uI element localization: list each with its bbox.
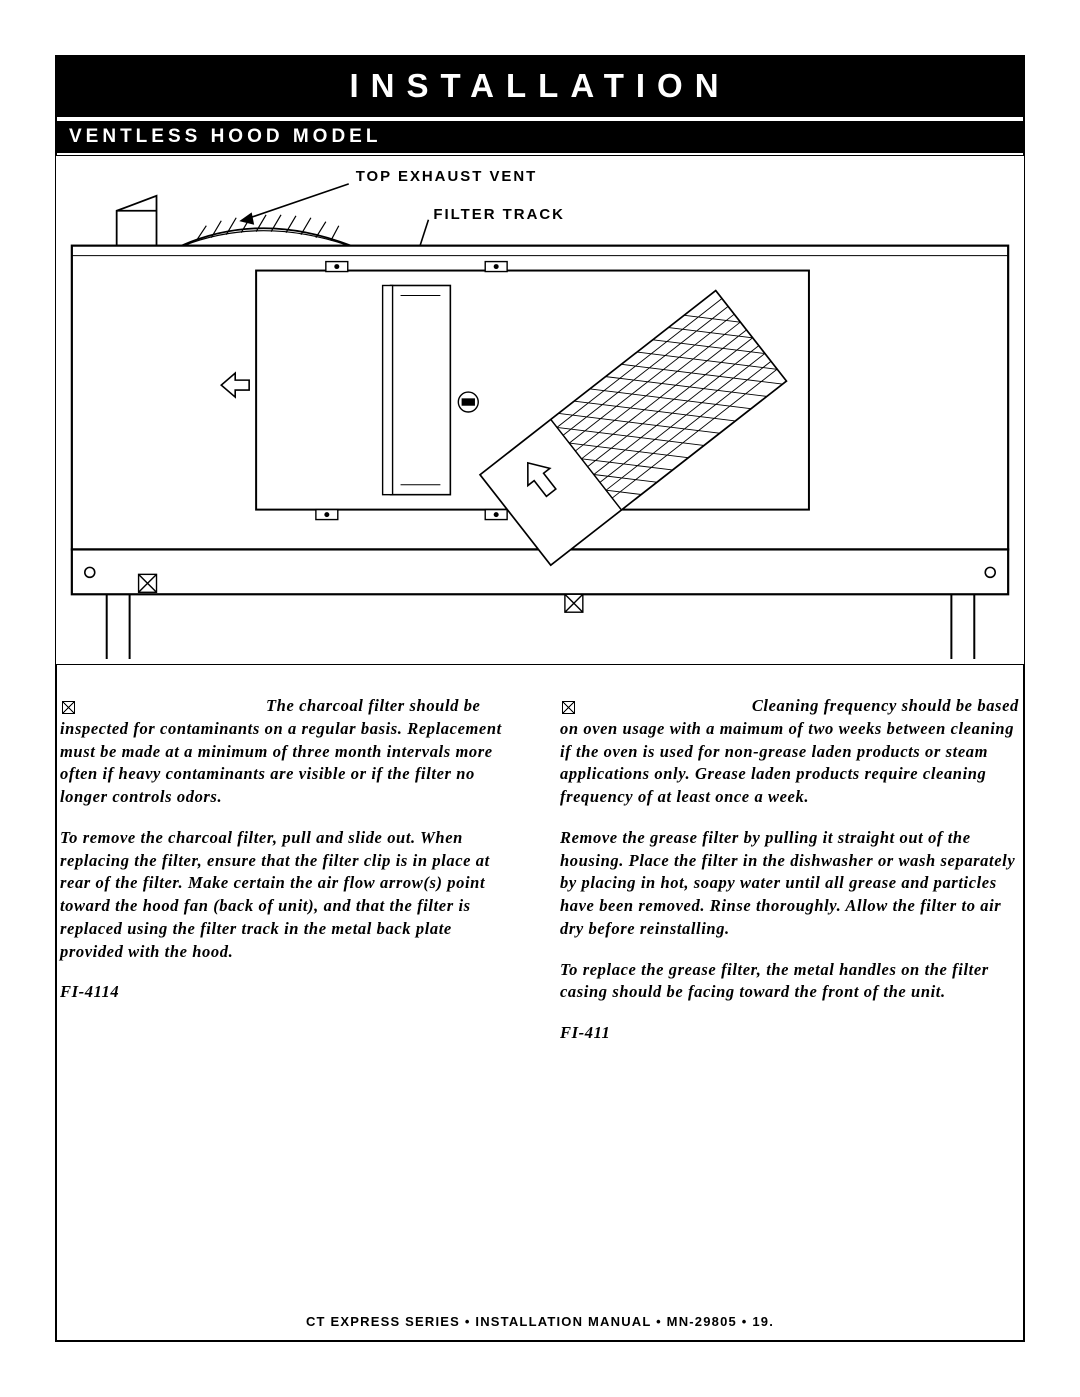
hood-diagram: TOP EXHAUST VENT FILTER TRACK FILTER SWI… [55, 155, 1025, 665]
glyph-box-icon [562, 701, 575, 714]
right-column: Cleaning frequency should be based on ov… [560, 695, 1020, 1063]
left-p2: To remove the charcoal filter, pull and … [60, 827, 520, 964]
section-subheader: VENTLESS HOOD MODEL [55, 121, 1025, 153]
left-column: The charcoal filter should be inspected … [60, 695, 520, 1063]
right-ref: FI-411 [560, 1022, 1020, 1045]
section-header: INSTALLATION [55, 55, 1025, 117]
glyph-box-icon [62, 701, 75, 714]
page-footer: CT EXPRESS SERIES • INSTALLATION MANUAL … [0, 1314, 1080, 1329]
body-columns: The charcoal filter should be inspected … [55, 695, 1025, 1063]
label-top-exhaust-vent: TOP EXHAUST VENT [356, 168, 538, 185]
left-p1-lead: The charcoal filter should be [266, 696, 480, 715]
right-p1: Cleaning frequency should be based on ov… [560, 695, 1020, 809]
right-p1-lead: Cleaning frequency should be [752, 696, 973, 715]
left-p1: The charcoal filter should be inspected … [60, 695, 520, 809]
right-p3: To replace the grease filter, the metal … [560, 959, 1020, 1005]
diagram-svg: TOP EXHAUST VENT FILTER TRACK FILTER SWI… [56, 156, 1024, 664]
right-p2: Remove the grease filter by pulling it s… [560, 827, 1020, 941]
left-p1-rest: inspected for contaminants on a regular … [60, 719, 502, 806]
label-filter-track: FILTER TRACK [433, 206, 564, 223]
left-ref: FI-4114 [60, 981, 520, 1004]
